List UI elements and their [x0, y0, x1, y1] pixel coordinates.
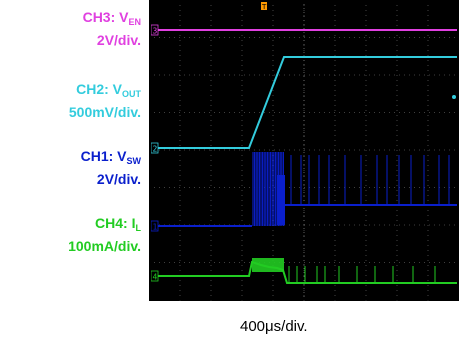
scope-border [149, 0, 459, 301]
svg-text:3: 3 [153, 27, 158, 36]
scope-traces [151, 29, 459, 284]
marker-4: 4 [150, 270, 159, 282]
trigger-marker: T [261, 2, 267, 11]
trace-ch4-burst [252, 258, 284, 272]
oscilloscope-screen: 3 2 1 4 T [149, 0, 459, 301]
label-ch2-name: CH2: VOUT [76, 81, 141, 99]
svg-text:T: T [261, 3, 267, 11]
svg-text:1: 1 [153, 223, 158, 232]
trace-ch2 [151, 56, 459, 149]
label-ch2-scale: 500mV/div. [68, 104, 141, 120]
time-scale-label: 400μs/div. [240, 318, 308, 335]
scope-grid [149, 0, 459, 301]
label-ch3-name: CH3: VEN [82, 9, 141, 27]
marker-3: 3 [150, 24, 159, 36]
label-ch1-scale: 2V/div. [96, 171, 141, 187]
label-ch4-name: CH4: IL [95, 215, 141, 233]
ch2-right-marker [452, 95, 456, 99]
channel-markers: 3 2 1 4 T [150, 2, 456, 282]
label-ch3-scale: 2V/div. [96, 32, 141, 48]
trace-ch1-transition [277, 175, 285, 225]
label-ch4-scale: 100mA/div. [68, 238, 141, 254]
marker-1: 1 [150, 220, 159, 232]
svg-text:2: 2 [153, 145, 158, 154]
marker-2: 2 [150, 142, 159, 154]
svg-text:4: 4 [153, 273, 158, 282]
label-ch1-name: CH1: VSW [80, 148, 141, 166]
